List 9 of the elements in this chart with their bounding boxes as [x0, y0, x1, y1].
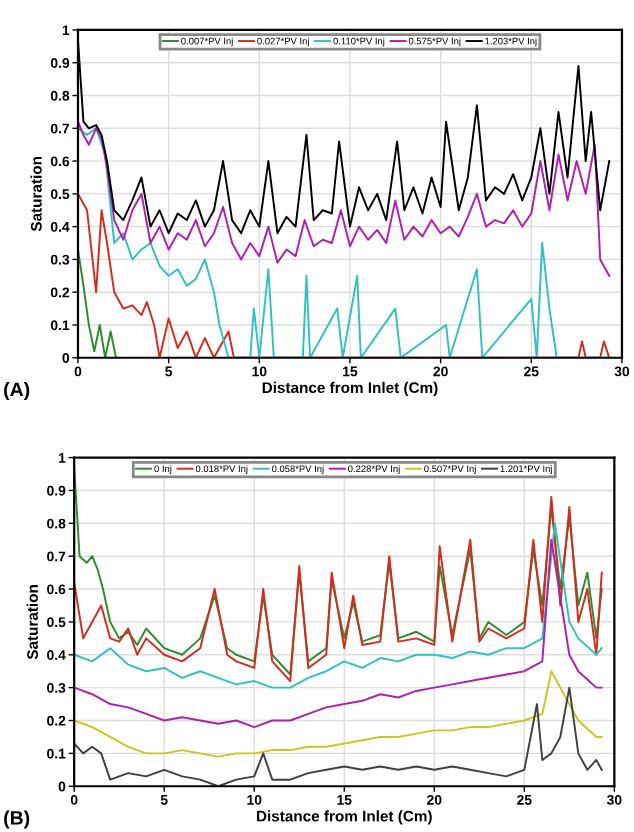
line-series	[77, 248, 118, 358]
text: (A)	[4, 381, 30, 401]
line-series	[74, 522, 603, 689]
text: (B)	[4, 810, 30, 829]
line-series	[74, 496, 603, 683]
line-series	[74, 686, 603, 787]
line-series	[74, 538, 603, 729]
line-series	[74, 670, 603, 758]
line-series	[77, 120, 611, 277]
